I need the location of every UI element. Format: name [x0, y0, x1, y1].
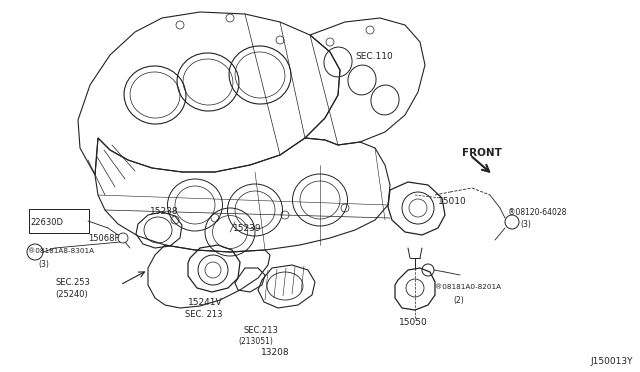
Text: SEC.213: SEC.213 — [244, 326, 279, 335]
Text: ®08120-64028: ®08120-64028 — [508, 208, 566, 217]
Text: ®08181A0-8201A: ®08181A0-8201A — [435, 284, 501, 290]
Text: (25240): (25240) — [55, 290, 88, 299]
Text: ®08181A8-8301A: ®08181A8-8301A — [28, 248, 94, 254]
Text: 15241V: 15241V — [188, 298, 223, 307]
Text: J150013Y: J150013Y — [590, 357, 632, 366]
Text: 15010: 15010 — [438, 197, 467, 206]
Text: (213051): (213051) — [238, 337, 273, 346]
Text: SEC.110: SEC.110 — [355, 52, 393, 61]
Text: 15238: 15238 — [150, 207, 179, 216]
Text: 22630D: 22630D — [30, 218, 63, 227]
Text: SEC. 213: SEC. 213 — [185, 310, 223, 319]
Text: SEC.253: SEC.253 — [55, 278, 90, 287]
Text: 13208: 13208 — [261, 348, 290, 357]
Text: 15239: 15239 — [233, 224, 262, 233]
Text: FRONT: FRONT — [462, 148, 502, 158]
Text: (3): (3) — [520, 220, 531, 229]
Text: 15050: 15050 — [399, 318, 428, 327]
Text: (2): (2) — [453, 296, 464, 305]
Text: (3): (3) — [38, 260, 49, 269]
Text: 15068F: 15068F — [88, 234, 120, 243]
